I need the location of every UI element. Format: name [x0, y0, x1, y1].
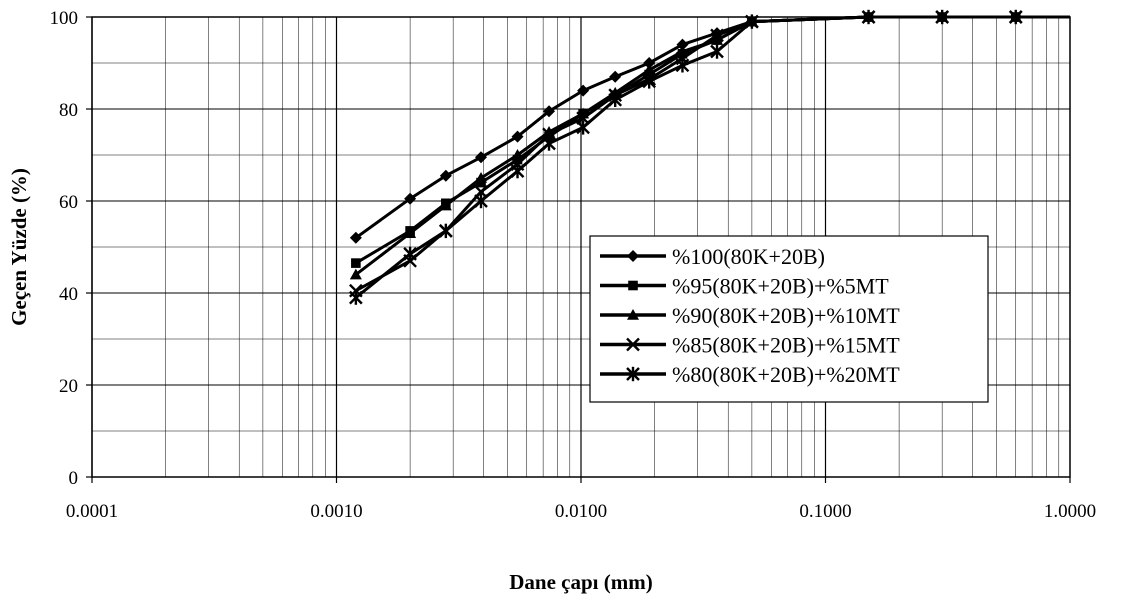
series-line [355, 15, 1070, 240]
data-point [542, 136, 556, 151]
triangle-marker-shape [475, 172, 488, 183]
x-marker-stroke [626, 337, 640, 352]
diamond-marker-shape [676, 38, 689, 51]
diamond-marker-shape [439, 169, 452, 182]
legend-item: %95(80K+20B)+%5MT [600, 274, 889, 299]
legend-item: %100(80K+20B) [600, 244, 825, 269]
data-point [642, 74, 657, 89]
legend-marker [627, 309, 639, 320]
data-point [474, 193, 488, 209]
legend-item: %80(80K+20B)+%20MT [600, 362, 900, 387]
y-tick-label: 60 [59, 192, 78, 213]
legend-marker [627, 250, 639, 262]
legend-item: %90(80K+20B)+%10MT [600, 303, 900, 328]
series-5 [349, 9, 1070, 305]
triangle-marker-shape [439, 199, 452, 211]
square-marker-shape [351, 258, 361, 268]
data-point [404, 227, 417, 238]
series-2 [351, 12, 1070, 268]
legend-label: %85(80K+20B)+%15MT [672, 333, 900, 358]
data-point [475, 151, 488, 164]
diamond-marker-shape [643, 57, 656, 69]
data-point [543, 105, 556, 118]
diamond-marker-shape [349, 231, 362, 244]
data-point [349, 268, 362, 280]
x-tick-label: 0.1000 [799, 501, 851, 522]
legend-marker [626, 366, 640, 382]
data-point [711, 34, 724, 45]
x-axis-title: Dane çapı (mm) [509, 570, 652, 594]
triangle-marker-shape [711, 34, 724, 45]
x-tick-label: 0.0001 [66, 501, 118, 522]
y-tick-label: 20 [59, 376, 78, 397]
triangle-marker-shape [511, 149, 524, 160]
diamond-marker-shape [577, 84, 590, 97]
data-point [349, 231, 362, 244]
legend-marker [626, 337, 640, 352]
legend-marker [628, 280, 638, 291]
data-point [511, 149, 524, 160]
data-point [439, 199, 452, 211]
data-point [608, 92, 623, 107]
y-tick-label: 0 [69, 468, 79, 489]
y-tick-label: 40 [59, 284, 78, 305]
data-point [439, 169, 452, 182]
data-point [935, 9, 950, 25]
data-point [475, 172, 488, 183]
triangle-marker-shape [643, 63, 656, 75]
diamond-marker-shape [609, 70, 622, 83]
triangle-marker-shape [404, 227, 417, 238]
series-1 [349, 11, 1070, 244]
x-tick-label: 0.0010 [310, 501, 362, 522]
triangle-marker-shape [349, 268, 362, 280]
y-axis-title: Geçen Yüzde (%) [7, 168, 31, 326]
data-point [745, 14, 759, 29]
data-point [710, 44, 724, 59]
data-point [351, 258, 361, 268]
data-point [511, 130, 524, 143]
diamond-marker-shape [475, 151, 488, 164]
data-point [510, 163, 525, 179]
legend: %100(80K+20B) %95(80K+20B)+%5MT %90(80K+20… [589, 235, 989, 403]
axis-ticks: 0 20 40 60 80 100 0.0001 0.0010 0.0100 0.1000 1.00… [50, 8, 1097, 522]
diamond-marker-shape [511, 130, 524, 143]
legend-label: %80(80K+20B)+%20MT [672, 362, 900, 387]
data-point [643, 63, 656, 75]
data-point [710, 28, 724, 43]
series-layer [349, 9, 1070, 305]
y-tick-label: 100 [50, 8, 79, 29]
diamond-marker-shape [404, 192, 417, 205]
data-point [576, 120, 590, 135]
data-point [404, 192, 417, 205]
x-tick-label: 0.0100 [555, 501, 607, 522]
data-point [675, 58, 690, 73]
square-marker-shape [628, 280, 638, 291]
x-marker-stroke [710, 28, 724, 43]
data-point [676, 38, 689, 51]
triangle-marker-shape [627, 309, 639, 320]
data-point [861, 9, 876, 25]
legend-item: %85(80K+20B)+%15MT [600, 333, 900, 358]
data-point [349, 290, 363, 305]
diamond-marker-shape [543, 105, 556, 118]
data-point [609, 70, 622, 83]
data-point [1008, 9, 1023, 25]
legend-label: %95(80K+20B)+%5MT [672, 274, 889, 299]
y-tick-label: 80 [59, 100, 78, 121]
legend-label: %90(80K+20B)+%10MT [672, 303, 900, 328]
series-line [354, 15, 1070, 299]
data-point [577, 84, 590, 97]
data-point [403, 246, 417, 262]
diamond-marker-shape [627, 250, 639, 262]
data-point [438, 223, 453, 239]
data-point [643, 57, 656, 69]
x-tick-label: 1.0000 [1044, 501, 1096, 522]
triangle-marker-shape [676, 45, 689, 57]
data-point [676, 45, 689, 57]
legend-label: %100(80K+20B) [672, 244, 825, 269]
